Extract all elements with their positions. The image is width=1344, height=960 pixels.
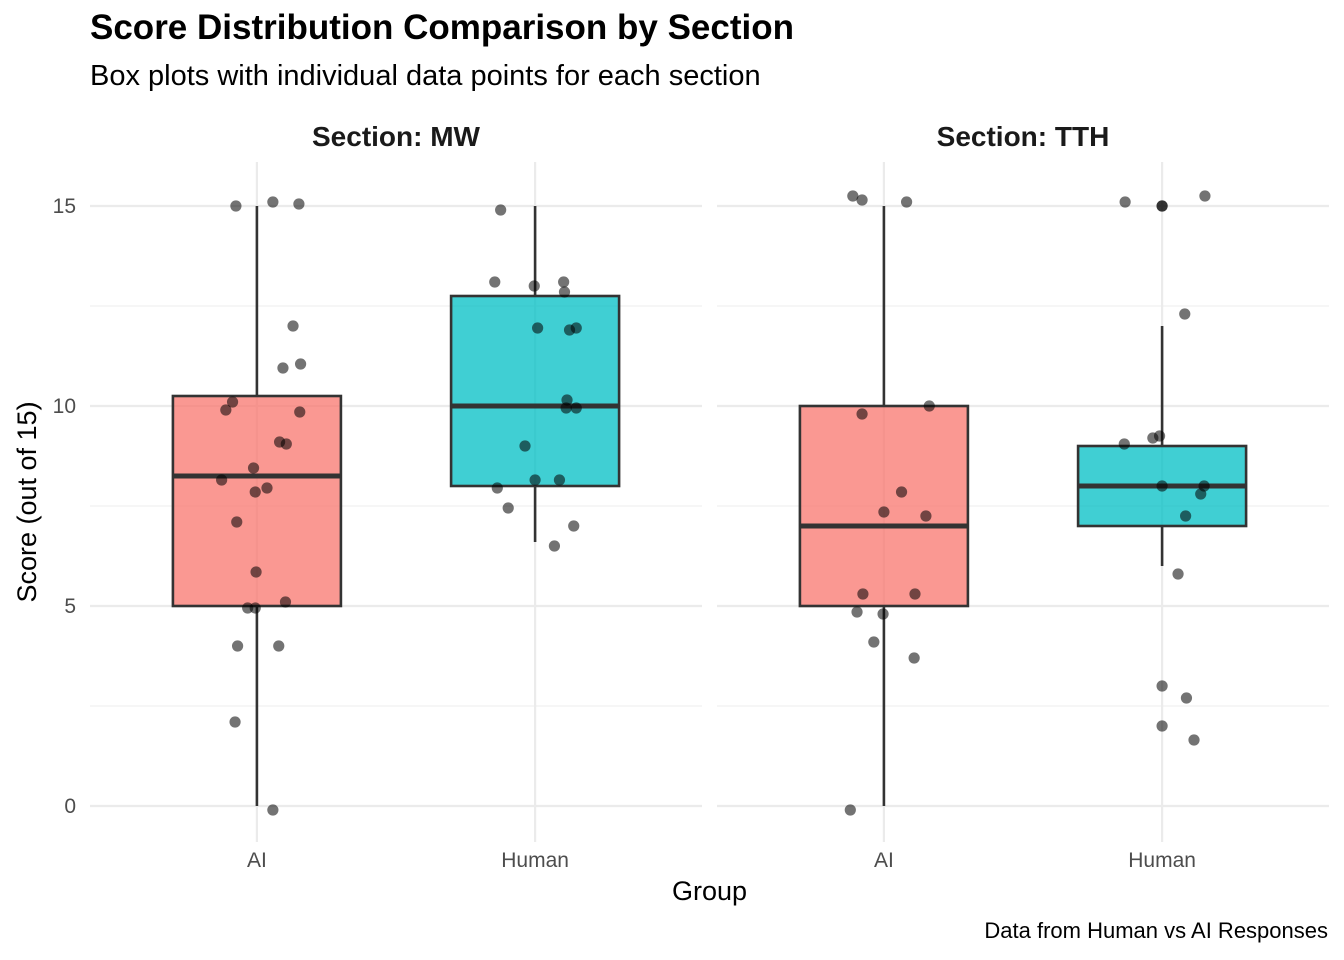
data-point (909, 588, 921, 600)
data-point (220, 404, 232, 416)
data-point (1153, 430, 1166, 442)
data-point (923, 400, 935, 412)
panel-2: Section: TTH AI Human (717, 121, 1329, 872)
data-point (558, 286, 571, 298)
data-point (280, 438, 292, 450)
data-point (216, 474, 228, 486)
data-point (1156, 720, 1168, 732)
y-tick-label: 10 (53, 395, 76, 418)
data-point (1156, 200, 1168, 212)
data-point (1180, 692, 1193, 704)
data-point (920, 510, 932, 522)
data-point (856, 194, 868, 206)
y-tick-label: 15 (53, 195, 76, 218)
data-point (491, 482, 503, 494)
data-point (1156, 480, 1168, 492)
y-tick-label: 5 (64, 595, 76, 618)
panel-1: Section: MW AI Human (90, 121, 702, 872)
data-point (868, 636, 880, 648)
data-point (267, 804, 279, 816)
data-point (250, 566, 262, 578)
data-point (908, 652, 920, 664)
data-point (1199, 190, 1211, 202)
data-point (844, 804, 856, 816)
data-point (502, 502, 514, 514)
chart-title: Score Distribution Comparison by Section (90, 8, 794, 47)
data-point (1179, 308, 1191, 320)
data-point (877, 608, 889, 620)
data-point (895, 486, 908, 498)
data-point (1188, 734, 1200, 746)
data-point (287, 320, 299, 332)
x-tick-label: AI (874, 849, 894, 872)
data-point (519, 440, 531, 452)
data-point (1195, 488, 1207, 500)
data-point (230, 200, 242, 212)
data-point (1180, 510, 1192, 522)
data-point (529, 474, 541, 486)
x-axis-title: Group (672, 876, 747, 906)
data-point (267, 196, 279, 208)
data-point (532, 322, 544, 334)
data-point (1118, 438, 1130, 450)
data-point (568, 520, 580, 532)
x-tick-label: AI (247, 849, 267, 872)
data-point (558, 276, 570, 288)
y-tick-label: 0 (64, 795, 76, 818)
data-point (231, 640, 244, 652)
data-point (528, 280, 540, 292)
data-point (548, 540, 561, 552)
x-tick-label: Human (1128, 849, 1196, 872)
chart-subtitle: Box plots with individual data points fo… (90, 60, 761, 92)
data-point (249, 602, 261, 614)
data-point (1172, 568, 1184, 580)
data-point (1156, 680, 1168, 692)
data-point (857, 588, 869, 600)
data-point (261, 482, 273, 494)
x-tick-label: Human (501, 849, 569, 872)
y-axis-title: Score (out of 15) (12, 401, 42, 602)
data-point (878, 506, 890, 518)
data-point (560, 402, 572, 414)
box-ai (798, 404, 970, 608)
data-point (277, 362, 289, 374)
data-point (226, 396, 239, 408)
data-point (247, 462, 260, 474)
data-point (273, 640, 285, 652)
data-point (293, 198, 305, 210)
data-point (229, 716, 241, 728)
data-point (495, 204, 507, 216)
data-point (249, 486, 261, 498)
panel-strip-label: Section: TTH (937, 121, 1110, 152)
data-point (851, 606, 863, 618)
data-point (856, 408, 868, 420)
data-point (279, 596, 292, 608)
data-point (294, 358, 307, 370)
data-point (1119, 196, 1131, 208)
data-point (231, 516, 243, 528)
data-point (900, 196, 913, 208)
data-point (294, 406, 306, 418)
data-point (553, 474, 566, 486)
data-point (570, 402, 582, 414)
data-point (847, 190, 859, 202)
data-point (570, 322, 582, 334)
data-point (489, 276, 501, 288)
panel-strip-label: Section: MW (312, 121, 481, 152)
chart-caption: Data from Human vs AI Responses (984, 918, 1328, 943)
